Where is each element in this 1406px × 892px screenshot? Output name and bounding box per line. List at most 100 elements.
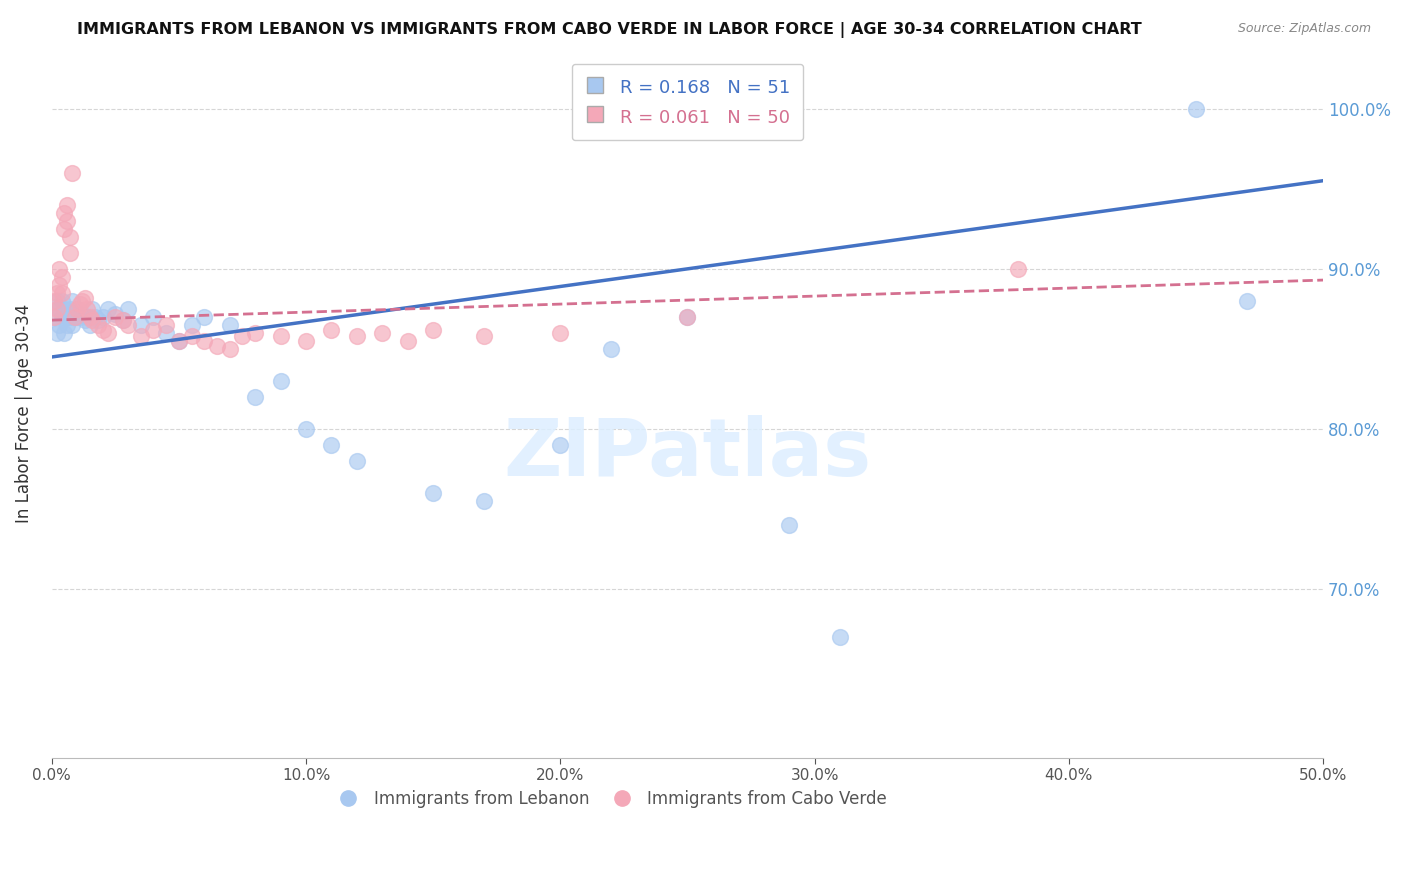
Text: IMMIGRANTS FROM LEBANON VS IMMIGRANTS FROM CABO VERDE IN LABOR FORCE | AGE 30-34: IMMIGRANTS FROM LEBANON VS IMMIGRANTS FR… [77, 22, 1142, 38]
Point [321, 323, 343, 337]
Point [346, 454, 368, 468]
Point [58, 301, 80, 316]
Point [44, 310, 66, 324]
Point [117, 318, 139, 332]
Point [76, 310, 98, 324]
Point [86, 318, 108, 332]
Point [91, 310, 114, 324]
Point [76, 301, 98, 316]
Point [193, 334, 215, 348]
Point [51, 293, 73, 308]
Point [53, 221, 76, 235]
Point [104, 307, 127, 321]
Point [91, 323, 114, 337]
Point [44, 293, 66, 308]
Point [218, 342, 240, 356]
Point [44, 310, 66, 324]
Point [66, 301, 89, 316]
Point [193, 310, 215, 324]
Point [53, 206, 76, 220]
Point [45, 326, 67, 340]
Point [63, 310, 86, 324]
Point [86, 313, 108, 327]
Point [142, 323, 165, 337]
Point [321, 438, 343, 452]
Point [51, 285, 73, 300]
Point [60, 318, 83, 332]
Point [53, 326, 76, 340]
Point [472, 329, 495, 343]
Point [72, 307, 94, 321]
Point [270, 374, 292, 388]
Point [167, 334, 190, 348]
Point [56, 213, 79, 227]
Point [58, 245, 80, 260]
Point [56, 198, 79, 212]
Point [51, 269, 73, 284]
Point [69, 310, 91, 324]
Point [79, 318, 101, 332]
Point [472, 494, 495, 508]
Point [142, 310, 165, 324]
Point [205, 339, 228, 353]
Point [550, 438, 572, 452]
Point [1236, 293, 1258, 308]
Point [270, 329, 292, 343]
Point [129, 329, 152, 343]
Point [97, 326, 120, 340]
Point [56, 310, 79, 324]
Point [550, 326, 572, 340]
Point [73, 291, 96, 305]
Point [180, 329, 202, 343]
Point [60, 293, 83, 308]
Point [180, 318, 202, 332]
Point [218, 318, 240, 332]
Point [84, 310, 107, 324]
Y-axis label: In Labor Force | Age 30-34: In Labor Force | Age 30-34 [15, 303, 32, 523]
Point [58, 229, 80, 244]
Point [48, 277, 70, 292]
Point [676, 310, 699, 324]
Point [778, 518, 800, 533]
Point [346, 329, 368, 343]
Point [371, 326, 394, 340]
Legend: Immigrants from Lebanon, Immigrants from Cabo Verde: Immigrants from Lebanon, Immigrants from… [329, 783, 894, 814]
Point [48, 261, 70, 276]
Point [51, 310, 73, 324]
Point [167, 334, 190, 348]
Point [243, 326, 266, 340]
Text: Source: ZipAtlas.com: Source: ZipAtlas.com [1237, 22, 1371, 36]
Point [111, 313, 134, 327]
Point [396, 334, 419, 348]
Point [63, 310, 86, 324]
Point [97, 301, 120, 316]
Point [111, 313, 134, 327]
Point [53, 301, 76, 316]
Point [60, 166, 83, 180]
Point [82, 313, 104, 327]
Point [56, 318, 79, 332]
Point [422, 486, 444, 500]
Point [600, 342, 623, 356]
Point [73, 313, 96, 327]
Point [69, 297, 91, 311]
Point [48, 318, 70, 332]
Text: ZIPatlas: ZIPatlas [503, 416, 872, 493]
Point [45, 293, 67, 308]
Point [82, 301, 104, 316]
Point [828, 631, 851, 645]
Point [45, 285, 67, 300]
Point [48, 301, 70, 316]
Point [295, 422, 318, 436]
Point [58, 310, 80, 324]
Point [117, 301, 139, 316]
Point [422, 323, 444, 337]
Point [72, 293, 94, 308]
Point [45, 301, 67, 316]
Point [1185, 102, 1208, 116]
Point [66, 301, 89, 316]
Point [155, 318, 177, 332]
Point [243, 390, 266, 404]
Point [104, 310, 127, 324]
Point [155, 326, 177, 340]
